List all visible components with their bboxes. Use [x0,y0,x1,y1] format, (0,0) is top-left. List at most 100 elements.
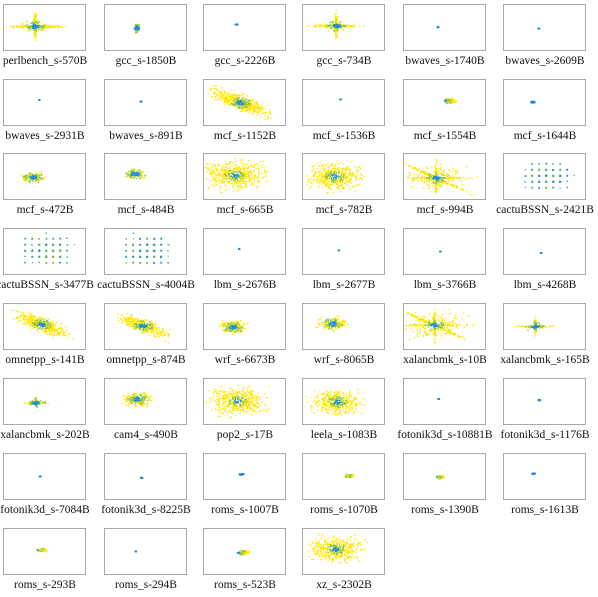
scatter-point [252,183,254,185]
scatter-point [139,238,141,240]
scatter-point [454,170,456,172]
scatter-point [243,169,245,171]
scatter-point [431,175,434,178]
scatter-point [418,167,421,169]
scatter-plot [306,9,365,40]
scatter-point [221,170,224,172]
scatter-point [545,175,547,177]
scatter-point [257,107,259,109]
plot-area [203,153,286,200]
scatter-point [326,184,329,187]
scatter-point [239,99,241,101]
scatter-point [336,34,338,36]
scatter-point [316,163,318,165]
scatter-point [425,176,427,179]
scatter-point [418,169,420,171]
scatter-point [335,182,338,184]
scatter-point [251,177,254,179]
scatter-point [408,165,411,167]
scatter-point [411,178,413,180]
scatter-point [438,172,440,174]
panel-label: mcf_s-994B [416,204,474,216]
scatter-point [244,105,247,107]
scatter-point [232,176,234,179]
scatter-point [450,101,453,103]
scatter-point [236,103,238,105]
scatter-point [331,175,333,177]
scatter-point [439,168,442,170]
scatter-point [207,164,209,166]
scatter-point [38,180,40,183]
scatter-point [312,167,315,170]
scatter-point [356,177,358,179]
scatter-point [332,192,335,194]
scatter-point [36,179,38,181]
scatter-point [32,174,35,177]
scatter-point [426,174,428,176]
scatter-point [363,175,365,177]
scatter-point [131,176,133,178]
scatter-point [343,25,345,27]
scatter-point [30,178,32,180]
scatter-point [228,172,230,174]
scatter-point [54,26,56,28]
scatter-point [437,173,439,176]
scatter-point [233,104,235,106]
scatter-point [408,172,410,174]
scatter-point [219,99,222,101]
scatter-point [552,187,554,189]
scatter-point [263,111,265,114]
scatter-point [249,183,251,186]
scatter-point [133,177,135,179]
scatter-point [252,107,254,110]
scatter-point [255,100,258,102]
scatter-point [335,36,338,38]
scatter-point [432,181,434,183]
scatter-point [217,165,219,167]
scatter-point [246,108,248,110]
scatter-point [253,102,255,104]
scatter-point [337,15,339,18]
scatter-point [234,177,236,179]
scatter-point [249,108,251,110]
scatter-point [345,168,348,170]
scatter-point [212,185,215,188]
scatter-point [318,175,320,178]
scatter-point [264,115,266,117]
plot-area [403,153,486,200]
scatter-point [246,180,248,183]
scatter-point [232,172,234,174]
scatter-point [235,102,237,105]
scatter-point [439,163,442,165]
scatter-point [346,173,348,175]
scatter-point [34,35,36,38]
scatter-point [238,103,240,105]
scatter-point [340,172,342,174]
scatter-point [455,177,457,179]
scatter-point [332,173,335,175]
scatter-point [236,184,239,186]
scatter-point [28,177,30,179]
scatter-point [233,184,235,186]
scatter-point [137,24,139,26]
scatter-point [262,108,265,110]
scatter-point [59,237,61,239]
scatter-point [240,110,242,113]
scatter-point [224,177,226,179]
scatter-point [350,174,352,176]
scatter-point [125,255,127,257]
scatter-point [136,30,139,32]
scatter-point [445,100,447,102]
scatter-point [9,25,12,27]
scatter-point [432,182,434,184]
scatter-point [429,174,431,176]
panel-label: cactuBSSN_s-2421B [496,204,594,216]
scatter-point [566,169,568,171]
scatter-point [334,27,336,29]
scatter-point [24,176,27,179]
scatter-point [251,104,254,106]
scatter-point [327,163,329,165]
scatter-point [217,94,219,96]
scatter-point [317,177,320,180]
scatter-point [337,186,339,188]
